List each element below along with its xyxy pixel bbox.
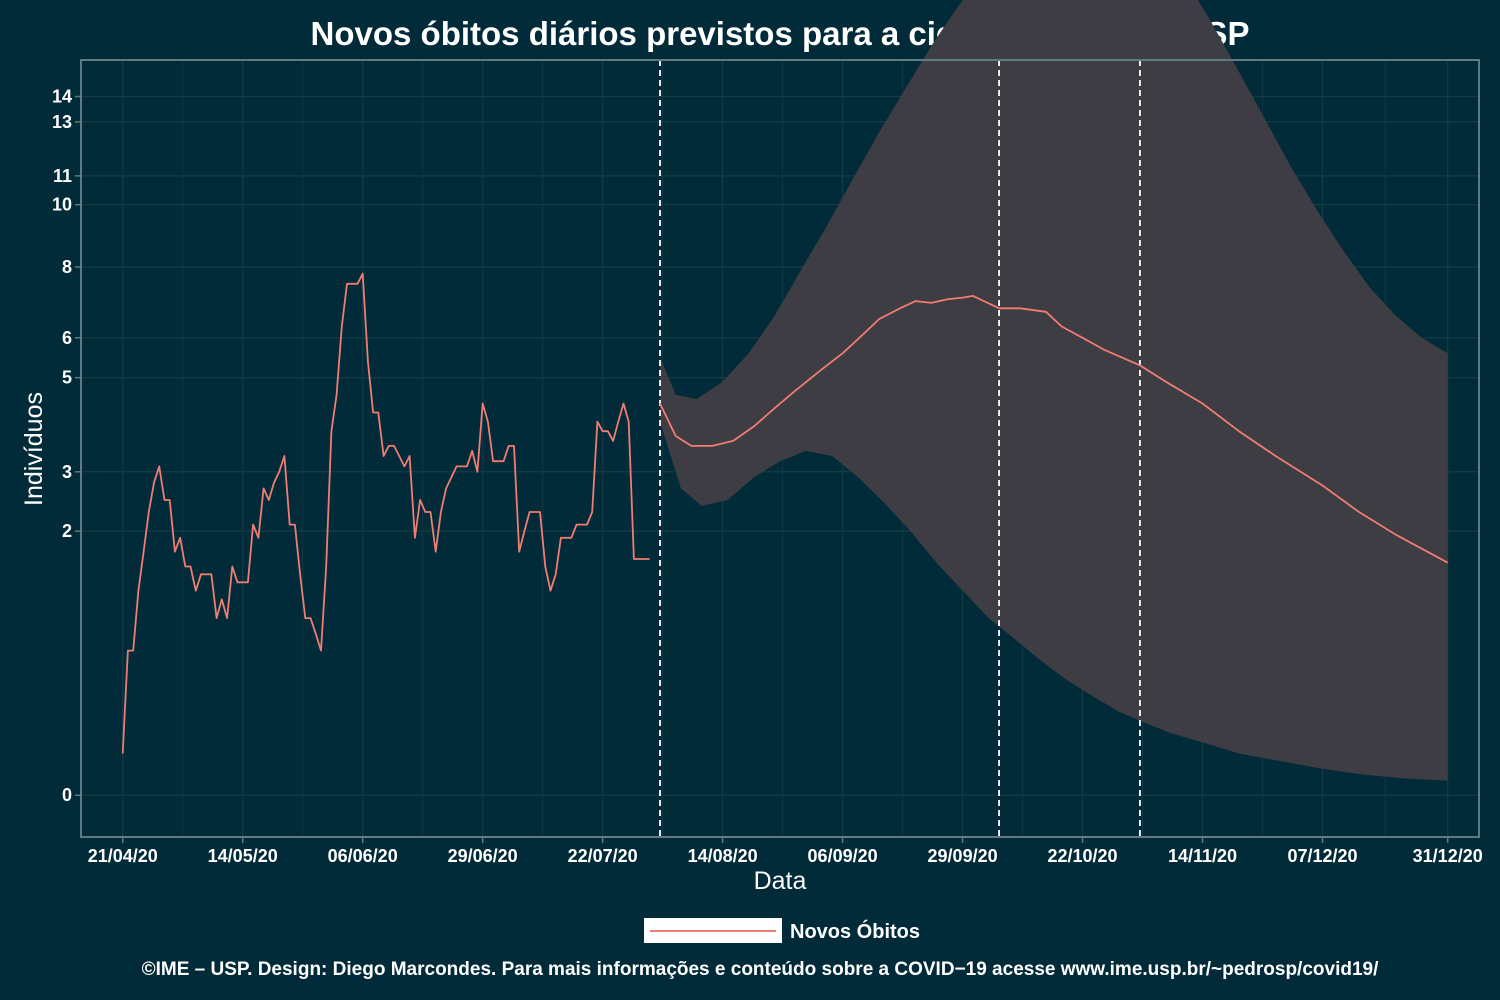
- panel-border: [80, 59, 1480, 838]
- y-tick-label: 10: [52, 195, 72, 215]
- y-tick-label: 13: [52, 112, 72, 132]
- x-tick-label: 21/04/20: [88, 846, 158, 866]
- forecast-band: [660, 0, 1448, 781]
- x-tick-label: 14/11/20: [1168, 846, 1237, 866]
- y-tick-label: 3: [62, 462, 72, 482]
- caption: ©IME – USP. Design: Diego Marcondes. Par…: [142, 959, 1379, 980]
- x-tick-label: 29/06/20: [448, 846, 518, 866]
- y-tick-label: 2: [62, 521, 72, 541]
- y-tick-label: 0: [62, 785, 72, 805]
- x-axis: 21/04/20 14/05/20 06/06/20 29/06/20 22/07/20…: [88, 837, 1483, 866]
- y-tick-label: 14: [52, 86, 72, 106]
- x-tick-label: 22/10/20: [1048, 846, 1118, 866]
- legend: Novos Óbitos: [644, 918, 920, 943]
- x-tick-label: 29/09/20: [928, 846, 998, 866]
- x-tick-label: 22/07/20: [568, 846, 638, 866]
- forecast-band-layer: [660, 0, 1448, 781]
- y-tick-label: 11: [53, 166, 72, 186]
- x-tick-label: 31/12/20: [1413, 846, 1483, 866]
- y-axis: 0 2 3 5 6 8 10 11 13 14: [52, 86, 81, 805]
- x-tick-label: 06/09/20: [808, 846, 878, 866]
- observed-series-line: [121, 272, 650, 754]
- y-tick-label: 5: [62, 368, 72, 388]
- legend-label: Novos Óbitos: [790, 919, 920, 943]
- forecast-series-line: [659, 295, 1449, 564]
- y-tick-label: 8: [62, 257, 72, 277]
- x-tick-label: 14/05/20: [208, 846, 278, 866]
- x-tick-label: 14/08/20: [688, 846, 758, 866]
- y-tick-label: 6: [62, 328, 72, 348]
- x-tick-label: 06/06/20: [328, 846, 398, 866]
- x-axis-title: Data: [754, 867, 807, 895]
- x-tick-label: 07/12/20: [1287, 846, 1357, 866]
- series-layer: [121, 272, 1449, 754]
- y-axis-title: Indivíduos: [20, 392, 48, 506]
